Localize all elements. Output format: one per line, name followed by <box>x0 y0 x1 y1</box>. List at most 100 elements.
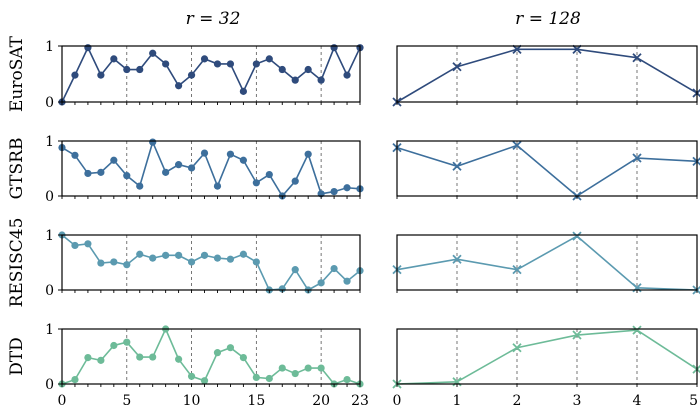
marker-stroke <box>512 44 522 54</box>
data-point <box>632 153 642 163</box>
panel-dtd-r128: 0 1 2 3 4 5 <box>392 325 700 409</box>
data-point <box>291 369 299 378</box>
axis-frame <box>61 328 361 385</box>
y-tick-label: 1 <box>45 228 54 244</box>
data-point <box>187 258 196 266</box>
data-point <box>136 182 144 190</box>
panel-gtsrb-r128 <box>392 140 700 201</box>
data-point <box>149 254 157 262</box>
column-title-left: r = 32 <box>186 9 241 29</box>
data-point <box>71 151 79 159</box>
data-point <box>97 168 105 176</box>
x-tick-label: 0 <box>393 393 402 409</box>
series-line <box>61 139 361 198</box>
data-point <box>84 354 92 362</box>
marker-stroke <box>452 254 462 264</box>
data-point <box>239 250 247 258</box>
data-point <box>213 254 222 262</box>
data-point <box>110 156 118 164</box>
data-point <box>304 150 312 158</box>
series-line <box>61 45 361 103</box>
data-point <box>512 343 522 353</box>
data-point <box>110 258 118 266</box>
data-point <box>304 364 312 372</box>
axis-frame <box>396 328 698 385</box>
panel-gtsrb-r32: 01 <box>45 134 364 205</box>
x-tick-label: 4 <box>633 393 642 409</box>
data-point <box>175 251 183 259</box>
data-point <box>239 354 247 362</box>
axis-frame <box>61 140 361 197</box>
marker-stroke <box>572 330 582 340</box>
data-point <box>252 60 260 68</box>
panel-resisc45-r128 <box>392 231 700 295</box>
axis-frame <box>396 234 698 291</box>
row-label-gtsrb: GTSRB <box>7 138 27 200</box>
data-point <box>291 76 299 84</box>
data-point <box>110 55 118 63</box>
series-line <box>396 329 698 385</box>
y-tick-label: 0 <box>45 95 54 111</box>
data-point <box>278 65 286 74</box>
data-point <box>123 338 131 346</box>
data-point <box>343 71 351 79</box>
data-point <box>226 344 235 352</box>
data-point <box>330 188 338 196</box>
marker-stroke <box>572 231 582 241</box>
data-point <box>162 168 170 176</box>
data-point <box>572 44 582 54</box>
panel-eurosat-r128 <box>392 44 700 107</box>
data-point <box>71 241 79 250</box>
data-point <box>123 65 131 74</box>
data-point <box>572 330 582 340</box>
data-point <box>330 264 338 273</box>
data-point <box>97 356 105 364</box>
x-tick-label: 0 <box>58 393 67 409</box>
data-point <box>226 150 235 158</box>
data-point <box>317 279 325 287</box>
data-point <box>149 353 157 361</box>
data-point <box>265 374 273 383</box>
y-tick-label: 0 <box>45 189 54 205</box>
data-point <box>187 372 196 380</box>
data-point <box>317 76 325 84</box>
data-point <box>71 71 79 79</box>
data-point <box>200 55 209 63</box>
data-point <box>123 172 131 180</box>
data-point <box>187 164 196 172</box>
data-point <box>512 140 522 151</box>
marker-stroke <box>512 265 522 275</box>
series-line <box>61 327 361 385</box>
y-tick-label: 1 <box>45 134 54 150</box>
data-point <box>317 364 325 372</box>
data-point <box>200 377 209 385</box>
data-point <box>162 60 170 68</box>
x-tick-label: 2 <box>513 393 522 409</box>
data-point <box>136 65 144 74</box>
series-line <box>61 234 361 292</box>
x-tick-label: 1 <box>453 393 462 409</box>
x-tick-label: 15 <box>247 393 265 409</box>
data-point <box>84 44 92 52</box>
marker-stroke <box>512 140 522 151</box>
data-point <box>110 341 118 350</box>
data-point <box>291 177 299 185</box>
data-point <box>265 55 273 63</box>
data-point <box>149 49 157 57</box>
data-point <box>226 255 235 263</box>
data-point <box>330 44 338 52</box>
data-point <box>632 325 642 335</box>
data-point <box>343 277 351 285</box>
series-line <box>396 235 698 291</box>
y-tick-label: 0 <box>45 377 54 393</box>
series-line <box>396 144 698 197</box>
data-point <box>213 60 222 68</box>
data-point <box>213 182 222 190</box>
data-point <box>343 184 351 192</box>
data-point <box>149 138 157 146</box>
x-tick-label: 10 <box>183 393 201 409</box>
y-tick-label: 0 <box>45 283 54 299</box>
data-point <box>162 251 170 259</box>
